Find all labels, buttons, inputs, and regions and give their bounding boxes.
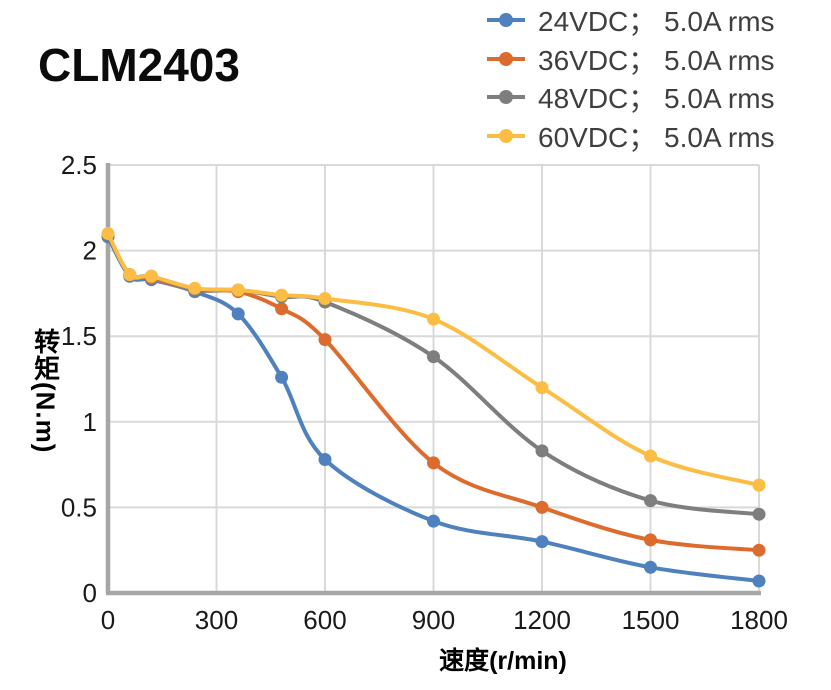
x-axis-title: 速度(r/min) xyxy=(439,647,567,675)
data-point xyxy=(275,302,289,316)
data-point xyxy=(427,514,440,528)
data-point xyxy=(101,227,115,240)
x-tick-labels: 0 300 600 900 1200 1500 1800 xyxy=(101,605,788,635)
y-tick-label: 1.5 xyxy=(61,321,97,351)
legend-line-marker-icon xyxy=(487,128,525,143)
series-60vdc xyxy=(101,227,766,492)
legend-item: 48VDC； 5.0A rms xyxy=(487,78,775,117)
data-point xyxy=(644,533,657,547)
legend-line-marker-icon xyxy=(487,51,525,66)
x-tick-label: 0 xyxy=(101,605,115,635)
data-point xyxy=(123,268,137,282)
data-point xyxy=(535,381,549,395)
chart-title: CLM2403 xyxy=(38,39,240,91)
data-point xyxy=(144,269,158,283)
y-tick-label: 0 xyxy=(83,578,97,608)
data-point xyxy=(752,574,766,588)
data-point xyxy=(427,350,440,364)
y-tick-label: 1 xyxy=(83,407,97,437)
data-point xyxy=(535,535,549,549)
data-point xyxy=(318,453,332,466)
legend-label: 36VDC； 5.0A rms xyxy=(538,44,775,76)
y-axis-title: 转矩(N.m) xyxy=(30,328,61,454)
data-point xyxy=(644,560,657,574)
x-tick-label: 300 xyxy=(195,605,238,635)
x-tick-label: 1500 xyxy=(622,605,680,635)
data-point xyxy=(318,292,332,305)
legend-item: 60VDC； 5.0A rms xyxy=(487,117,775,156)
data-point xyxy=(644,494,657,508)
data-point xyxy=(427,456,440,470)
data-point xyxy=(535,500,549,514)
x-tick-label: 1200 xyxy=(513,605,571,635)
data-point xyxy=(318,333,332,347)
legend-label: 48VDC； 5.0A rms xyxy=(538,83,775,115)
data-point xyxy=(427,312,440,326)
data-point xyxy=(275,288,289,302)
x-tick-label: 600 xyxy=(303,605,346,635)
data-point xyxy=(752,543,766,557)
gridlines xyxy=(107,164,760,594)
y-tick-labels: 0 0.5 1 1.5 2 2.5 xyxy=(61,150,97,608)
legend-line-marker-icon xyxy=(487,90,525,105)
data-point xyxy=(231,283,245,297)
data-point xyxy=(644,449,657,463)
y-tick-label: 2 xyxy=(83,236,97,266)
x-tick-label: 1800 xyxy=(730,605,788,635)
y-tick-label: 0.5 xyxy=(61,492,97,522)
legend-label: 60VDC； 5.0A rms xyxy=(538,121,775,153)
data-point xyxy=(752,478,766,492)
legend-item: 24VDC； 5.0A rms xyxy=(487,1,775,40)
legend-item: 36VDC； 5.0A rms xyxy=(487,40,775,79)
data-point xyxy=(752,507,766,521)
x-tick-label: 900 xyxy=(412,605,455,635)
data-point xyxy=(231,307,245,321)
data-point xyxy=(188,281,202,295)
legend-line-marker-icon xyxy=(487,13,525,28)
data-point xyxy=(535,444,549,458)
legend-label: 24VDC； 5.0A rms xyxy=(538,6,775,38)
data-point xyxy=(275,370,289,384)
y-tick-label: 2.5 xyxy=(61,150,97,180)
legend: 24VDC； 5.0A rms 36VDC； 5.0A rms 48VDC； 5.0… xyxy=(487,1,775,155)
